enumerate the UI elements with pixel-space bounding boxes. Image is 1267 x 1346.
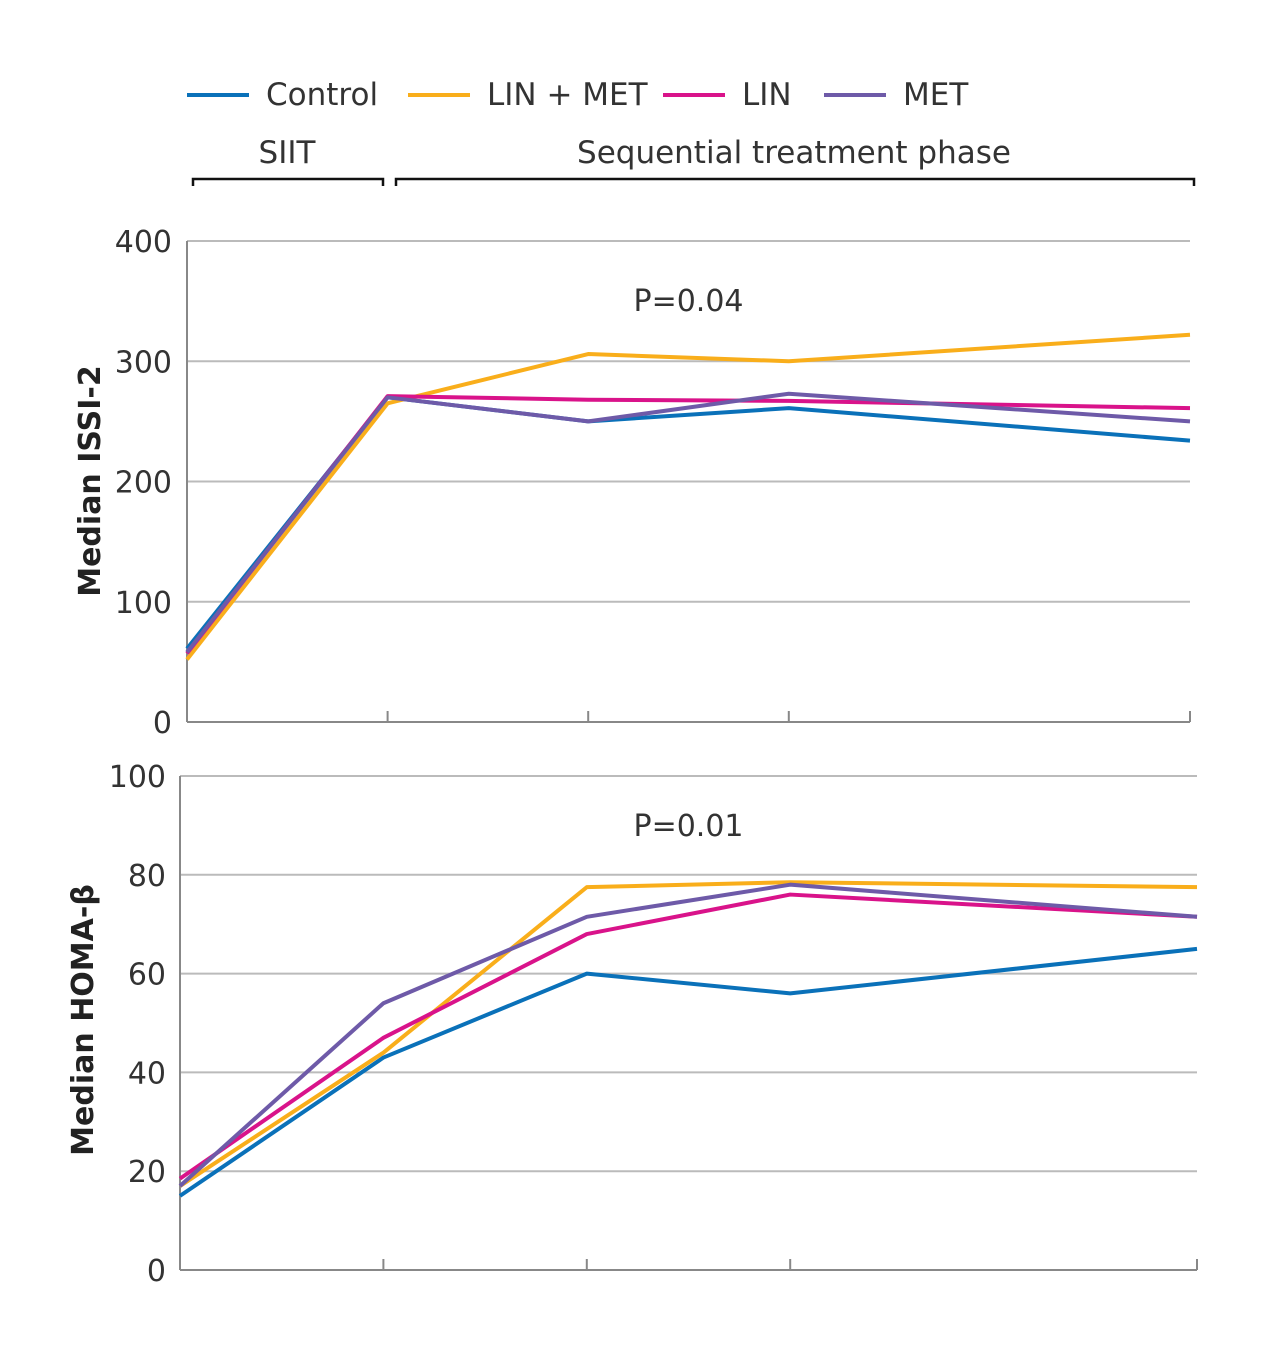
- phase-brackets: SIIT Sequential treatment phase: [191, 135, 1196, 186]
- y-tick-label: 40: [128, 1056, 166, 1091]
- legend: Control LIN + MET LIN MET: [187, 77, 969, 113]
- series-line-met: [185, 391, 1191, 654]
- series-line-lin: [185, 394, 1191, 655]
- legend-item: Control: [187, 77, 378, 113]
- y-tick-label: 80: [128, 859, 166, 894]
- series-line-lin-met: [185, 332, 1191, 661]
- issi2-chart: 0 100 200 300 400 Median ISSI-2 P=0.04: [73, 225, 1191, 741]
- series-line-met: [178, 882, 1198, 1188]
- p-value-annotation: P=0.01: [633, 809, 743, 844]
- y-tick-label: 0: [153, 706, 172, 741]
- y-tick-label: 60: [128, 958, 166, 993]
- series-line-control: [185, 395, 1191, 650]
- legend-item: MET: [824, 77, 969, 113]
- legend-label: LIN: [742, 77, 792, 113]
- y-tick-label: 100: [109, 760, 166, 795]
- y-tick-label: 200: [115, 466, 172, 501]
- series-line-lin: [178, 892, 1198, 1181]
- homa-beta-chart: 0 20 40 60 80 100 Median HOMA-β P=0.01: [66, 760, 1198, 1289]
- y-axis-label: Median HOMA-β: [66, 884, 101, 1156]
- siit-label: SIIT: [259, 135, 317, 171]
- p-value-annotation: P=0.04: [633, 284, 743, 319]
- y-tick-label: 400: [115, 225, 172, 260]
- legend-label: MET: [903, 77, 969, 113]
- legend-label: LIN + MET: [487, 77, 649, 113]
- y-tick-label: 300: [115, 345, 172, 380]
- y-tick-label: 0: [147, 1254, 166, 1289]
- sequential-bracket: [394, 177, 1196, 186]
- y-tick-label: 20: [128, 1155, 166, 1190]
- y-tick-label: 100: [115, 586, 172, 621]
- legend-item: LIN: [663, 77, 792, 113]
- series-line-control: [178, 946, 1198, 1198]
- legend-item: LIN + MET: [408, 77, 649, 113]
- series-line-lin-met: [178, 880, 1198, 1188]
- siit-bracket: [191, 177, 385, 186]
- y-axis-label: Median ISSI-2: [73, 365, 108, 597]
- sequential-label: Sequential treatment phase: [577, 135, 1011, 171]
- legend-label: Control: [266, 77, 378, 113]
